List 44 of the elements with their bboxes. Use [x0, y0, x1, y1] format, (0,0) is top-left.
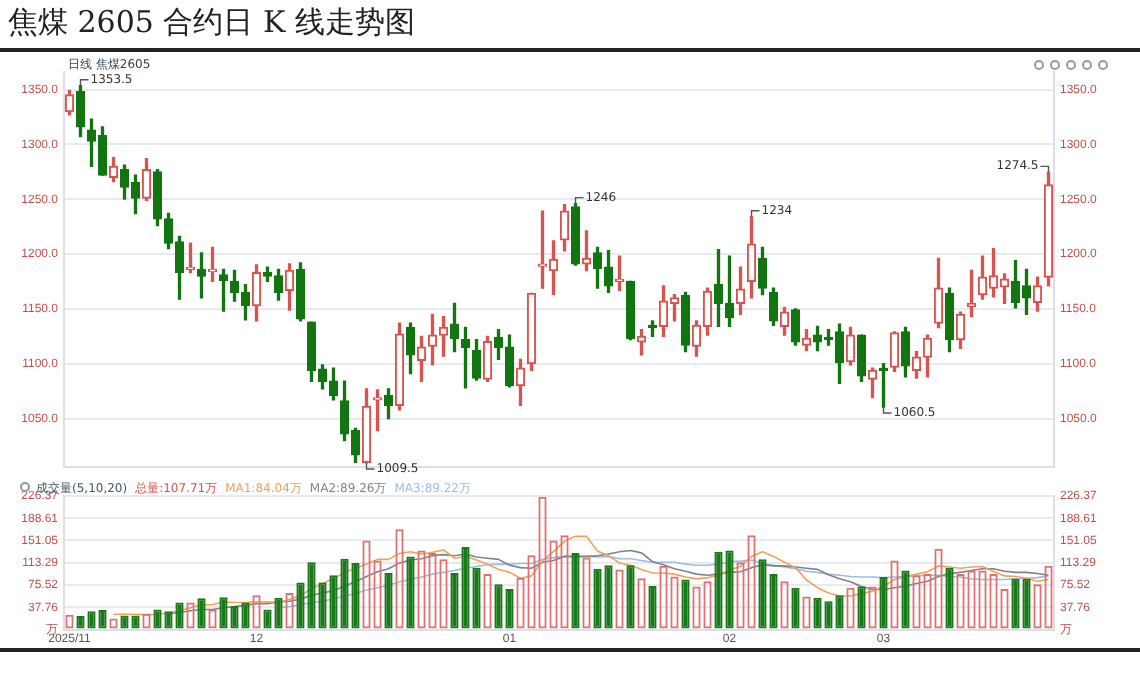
bar — [406, 556, 415, 629]
bar — [450, 572, 459, 629]
bar — [824, 601, 833, 629]
bar — [263, 609, 272, 629]
bar — [681, 579, 690, 629]
bar — [725, 550, 734, 629]
bar — [153, 609, 162, 629]
bar — [241, 602, 250, 629]
bar — [758, 559, 767, 629]
bar — [813, 597, 822, 629]
bar — [835, 595, 844, 629]
bar — [791, 587, 800, 629]
bar — [329, 575, 338, 629]
bar — [626, 565, 635, 629]
bar — [494, 584, 503, 629]
bar — [98, 610, 107, 629]
bar — [230, 605, 239, 629]
bar — [1011, 578, 1020, 629]
bar — [505, 588, 514, 629]
bar — [879, 577, 888, 629]
chart-title: 焦煤 2605 合约日 K 线走势图 — [8, 4, 415, 42]
bar — [384, 572, 393, 629]
bar — [87, 611, 96, 629]
bar — [714, 551, 723, 629]
bar — [307, 562, 316, 629]
bar — [945, 567, 954, 629]
bar — [318, 582, 327, 629]
bar — [472, 567, 481, 629]
bar — [340, 558, 349, 629]
bar — [769, 574, 778, 629]
bar — [593, 568, 602, 629]
bar — [274, 597, 283, 629]
bar — [219, 597, 228, 629]
bar — [604, 565, 613, 629]
bar — [461, 546, 470, 629]
bar — [571, 552, 580, 629]
bar — [351, 562, 360, 629]
bar — [857, 586, 866, 629]
bar — [197, 598, 206, 629]
bar — [164, 611, 173, 629]
bar — [901, 570, 910, 629]
bar — [175, 602, 184, 629]
bar — [296, 582, 305, 629]
bar — [648, 585, 657, 629]
